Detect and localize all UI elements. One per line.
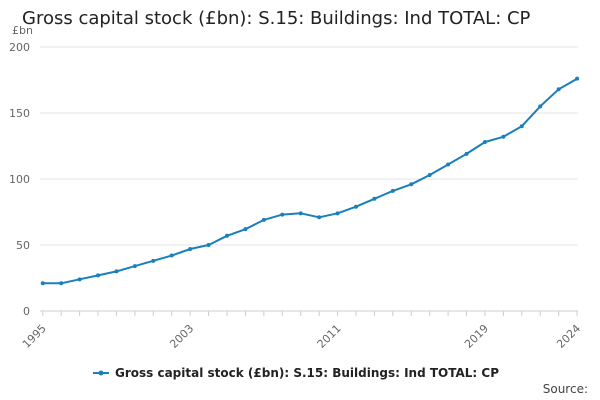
x-tick-label-2019: 2019	[462, 322, 491, 351]
y-tick-label-0: 0	[23, 305, 30, 318]
data-point-2020[interactable]	[501, 134, 506, 139]
x-tick-label-2024: 2024	[554, 322, 583, 351]
data-point-2021[interactable]	[519, 124, 524, 129]
y-axis-ticks: 0 50 100 150 200	[9, 41, 30, 318]
data-point-2002[interactable]	[169, 253, 174, 258]
x-tick-label-1995: 1995	[20, 322, 49, 351]
data-point-2010[interactable]	[317, 215, 322, 220]
legend-dot-marker	[98, 370, 104, 376]
data-point-2003[interactable]	[188, 246, 193, 251]
data-point-2005[interactable]	[225, 233, 230, 238]
chart-title: Gross capital stock (£bn): S.15: Buildin…	[22, 8, 531, 29]
data-point-2012[interactable]	[353, 204, 358, 209]
data-point-1997[interactable]	[77, 277, 82, 282]
legend[interactable]: Gross capital stock (£bn): S.15: Buildin…	[93, 366, 499, 380]
series-group	[40, 76, 580, 286]
data-point-2022[interactable]	[538, 104, 543, 109]
y-tick-label-100: 100	[9, 173, 30, 186]
data-point-2017[interactable]	[446, 162, 451, 167]
data-point-2008[interactable]	[280, 212, 285, 217]
source-label: Source:	[542, 382, 588, 396]
data-point-2006[interactable]	[243, 227, 248, 232]
x-axis-ticks: 1995 2003 2011 2019 2024	[20, 311, 583, 351]
data-point-2024[interactable]	[575, 76, 580, 81]
y-tick-label-150: 150	[9, 107, 30, 120]
x-tick-label-2011: 2011	[315, 322, 344, 351]
y-tick-label-200: 200	[9, 41, 30, 54]
data-point-2014[interactable]	[390, 188, 395, 193]
data-point-2009[interactable]	[298, 211, 303, 216]
data-point-2019[interactable]	[482, 140, 487, 145]
data-point-1996[interactable]	[59, 281, 64, 286]
data-point-2011[interactable]	[335, 211, 340, 216]
data-point-1995[interactable]	[40, 281, 45, 286]
data-point-1999[interactable]	[114, 269, 119, 274]
data-point-2016[interactable]	[427, 173, 432, 178]
data-point-1998[interactable]	[96, 273, 101, 278]
data-point-2018[interactable]	[464, 151, 469, 156]
data-point-2000[interactable]	[132, 264, 137, 269]
x-tick-label-2003: 2003	[167, 322, 196, 351]
data-point-2007[interactable]	[261, 217, 266, 222]
legend-label: Gross capital stock (£bn): S.15: Buildin…	[115, 366, 499, 380]
data-point-2004[interactable]	[206, 243, 211, 247]
data-point-2013[interactable]	[372, 196, 377, 201]
data-point-2001[interactable]	[151, 258, 156, 263]
data-point-2015[interactable]	[409, 182, 414, 187]
y-tick-label-50: 50	[16, 239, 30, 252]
data-point-2023[interactable]	[556, 87, 561, 92]
y-axis-label: £bn	[12, 24, 33, 37]
grid-lines	[40, 46, 578, 246]
series-line	[42, 77, 578, 285]
